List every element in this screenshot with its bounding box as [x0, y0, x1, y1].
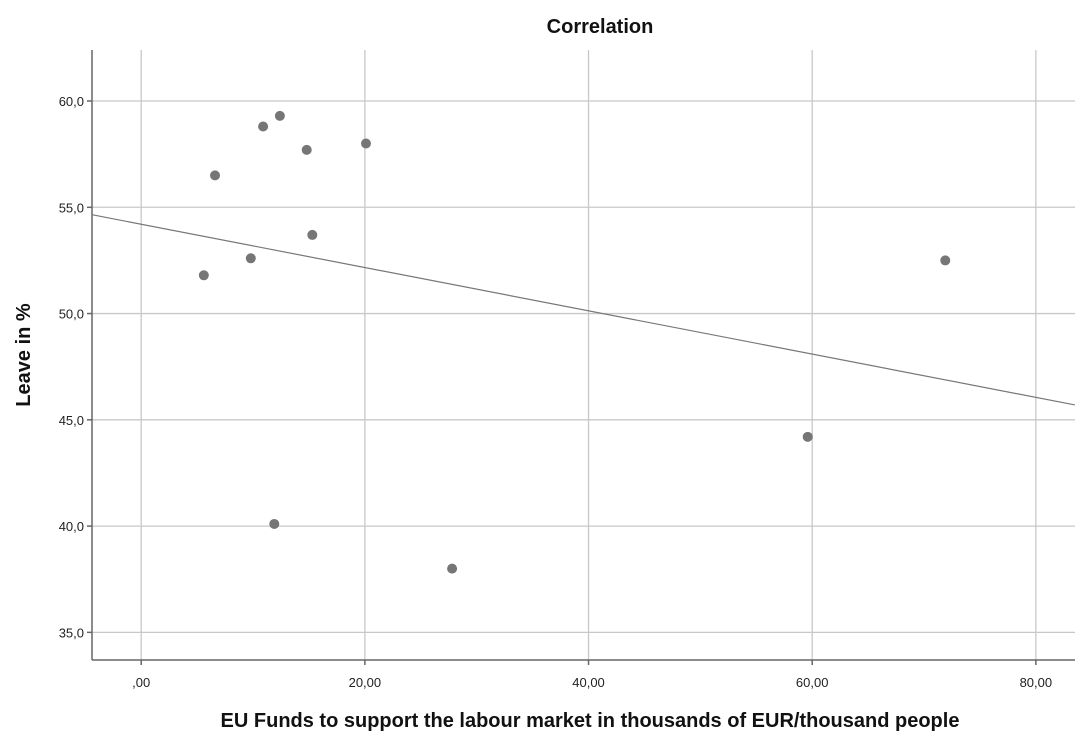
- data-point: [301, 144, 312, 155]
- data-point: [274, 110, 285, 121]
- x-tick-label: 20,00: [349, 675, 382, 690]
- data-point: [210, 170, 221, 181]
- data-point: [269, 518, 280, 529]
- data-point: [245, 253, 256, 264]
- data-point: [802, 431, 813, 442]
- fit-line-group: [91, 214, 1075, 406]
- x-tick-labels: ,00 20,00 40,00 60,00 80,00: [132, 675, 1052, 690]
- x-tick-label: 80,00: [1020, 675, 1053, 690]
- data-point: [198, 270, 209, 281]
- y-tick-label: 40,0: [59, 519, 84, 534]
- data-point: [447, 563, 458, 574]
- data-point: [307, 229, 318, 240]
- y-axis-title: Leave in %: [13, 303, 35, 407]
- data-points: [198, 110, 951, 574]
- x-tick-label: 60,00: [796, 675, 829, 690]
- y-tick-label: 50,0: [59, 307, 84, 322]
- y-tick-labels: 35,0 40,0 45,0 50,0 55,0 60,0: [59, 94, 84, 640]
- x-tick-label: ,00: [132, 675, 150, 690]
- x-axis-title: EU Funds to support the labour market in…: [221, 710, 960, 731]
- y-tick-label: 60,0: [59, 94, 84, 109]
- data-point: [940, 255, 951, 266]
- x-tick-label: 40,00: [572, 675, 605, 690]
- y-tick-label: 35,0: [59, 625, 84, 640]
- data-point: [258, 121, 269, 132]
- data-point: [360, 138, 371, 149]
- fit-line: [91, 214, 1075, 406]
- grid-lines: [92, 50, 1075, 660]
- y-tick-label: 55,0: [59, 200, 84, 215]
- axes: [87, 50, 1075, 665]
- chart-title: Correlation: [547, 16, 654, 38]
- y-tick-label: 45,0: [59, 413, 84, 428]
